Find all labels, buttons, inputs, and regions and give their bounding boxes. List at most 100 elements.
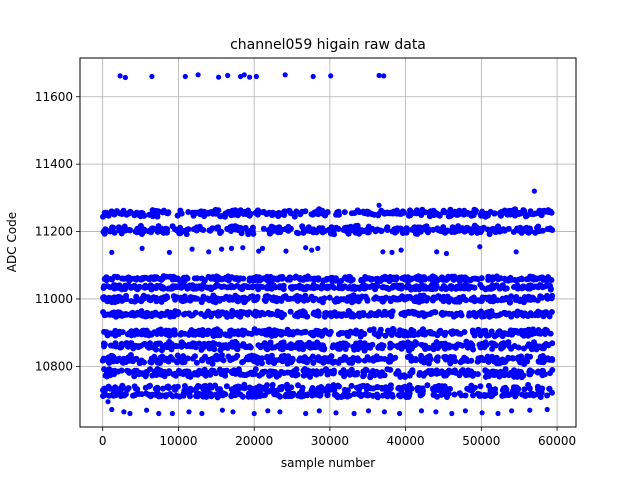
data-point (338, 369, 344, 376)
data-point (198, 392, 205, 399)
data-point (374, 391, 380, 398)
data-point (114, 273, 121, 280)
data-point (303, 284, 310, 291)
data-point (302, 329, 309, 336)
data-point (229, 389, 236, 396)
data-point (514, 283, 521, 290)
x-tick-label: 20000 (235, 434, 273, 448)
data-point (112, 295, 119, 302)
data-point (144, 294, 151, 301)
data-point (529, 368, 536, 375)
data-point (269, 228, 276, 235)
data-point (131, 392, 138, 399)
data-point (536, 391, 543, 398)
data-point (453, 226, 459, 233)
data-point (450, 369, 457, 376)
data-point (252, 209, 259, 216)
data-point (520, 207, 527, 214)
data-point (466, 312, 472, 319)
data-point (105, 383, 112, 390)
data-point (359, 227, 366, 234)
outlier-point (117, 73, 123, 79)
data-point (387, 382, 394, 389)
data-point (192, 353, 198, 360)
data-point (125, 354, 132, 361)
data-point (212, 294, 219, 301)
data-point (276, 224, 283, 231)
data-point (547, 226, 554, 233)
data-point (328, 224, 335, 231)
data-point (442, 276, 449, 283)
outlier-point (206, 249, 212, 255)
outlier-point (127, 410, 133, 417)
data-point (408, 355, 415, 362)
data-point (147, 366, 153, 373)
data-point (466, 386, 473, 393)
data-point (316, 391, 323, 398)
data-point (192, 295, 199, 302)
data-point (127, 227, 134, 234)
data-point (470, 346, 477, 353)
data-point (291, 213, 298, 220)
data-point (527, 282, 534, 289)
data-point (193, 359, 200, 366)
data-point (285, 227, 292, 234)
data-point (361, 347, 368, 354)
data-point (479, 208, 486, 215)
data-point (120, 359, 127, 366)
data-point (387, 366, 394, 373)
data-point (392, 354, 399, 361)
data-point (235, 331, 242, 338)
data-point (287, 284, 294, 291)
data-point (525, 341, 532, 348)
data-point (118, 230, 125, 237)
data-point (260, 225, 267, 232)
data-point (240, 341, 247, 348)
data-point (539, 372, 546, 379)
data-point (398, 345, 405, 352)
y-tick-label: 10800 (35, 359, 73, 373)
data-point (408, 331, 415, 338)
data-point (229, 307, 236, 314)
data-point (132, 342, 139, 349)
data-point (520, 372, 527, 379)
data-point (200, 293, 207, 300)
data-point (251, 311, 258, 318)
data-point (394, 226, 401, 233)
data-point (438, 296, 445, 302)
data-point (477, 383, 484, 390)
data-point (387, 275, 394, 282)
data-point (161, 357, 168, 364)
data-point (341, 275, 348, 282)
data-point (403, 284, 410, 291)
outlier-point (230, 409, 236, 415)
data-point (198, 285, 205, 292)
data-point (242, 372, 249, 379)
data-point (123, 292, 130, 299)
data-point (112, 311, 119, 318)
data-point (378, 228, 385, 235)
data-point (325, 368, 332, 375)
outlier-point (303, 245, 309, 251)
data-point (511, 329, 518, 336)
data-point (124, 275, 131, 281)
data-point (288, 393, 295, 400)
outlier-point (365, 408, 372, 414)
data-point (137, 222, 144, 229)
data-point (218, 228, 225, 235)
data-point (420, 275, 427, 282)
data-point (182, 310, 189, 317)
outlier-point (253, 73, 259, 80)
data-point (513, 294, 520, 300)
data-point (502, 285, 509, 292)
x-tick-label: 30000 (311, 434, 349, 448)
data-point (477, 332, 484, 339)
data-point (227, 357, 234, 364)
outlier-point (376, 202, 382, 208)
data-point (222, 311, 228, 318)
data-point (216, 366, 223, 373)
outlier-point (316, 408, 322, 414)
data-point (165, 385, 172, 391)
data-point (310, 359, 317, 366)
